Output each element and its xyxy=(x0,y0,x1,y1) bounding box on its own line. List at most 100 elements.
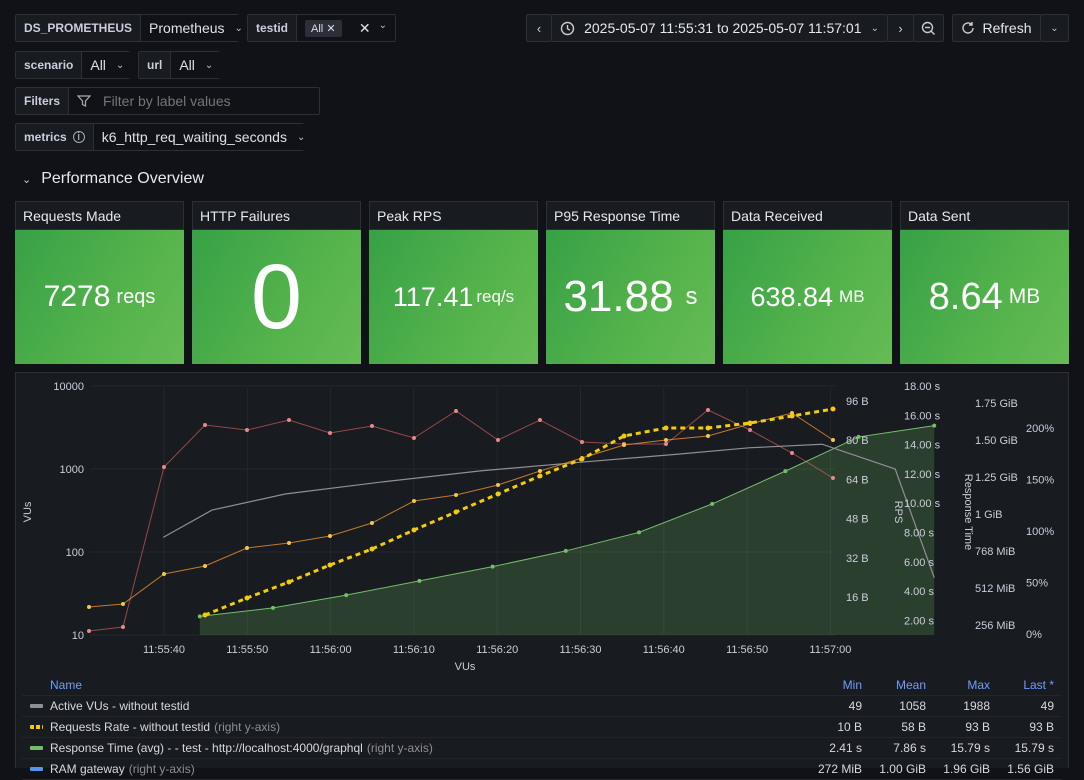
filter-input-wrap[interactable] xyxy=(69,88,319,114)
series-point xyxy=(287,541,291,545)
legend-max: 1988 xyxy=(963,698,990,713)
series-point xyxy=(454,493,458,497)
testid-variable[interactable]: testid All ✕ ✕ ⌄ xyxy=(247,14,396,42)
clear-icon[interactable]: ✕ xyxy=(358,19,371,36)
response-time-point xyxy=(197,614,202,619)
y-right-tick-label: 256 MiB xyxy=(975,620,1015,632)
chevron-down-icon: ⌄ xyxy=(870,22,879,34)
legend-row[interactable]: Requests Rate - without testid (right y-a… xyxy=(22,716,1062,738)
response-time-point xyxy=(563,548,568,553)
x-tick-label: 11:56:30 xyxy=(559,644,601,656)
series-point xyxy=(121,625,125,629)
metrics-select[interactable]: k6_http_req_waiting_seconds ⌄ xyxy=(93,124,314,150)
stat-panel-http-failures[interactable]: HTTP Failures 0 xyxy=(192,201,361,364)
requests-rate-point xyxy=(579,456,585,462)
series-point xyxy=(664,442,668,446)
row-header[interactable]: ⌄ Performance Overview xyxy=(22,170,204,188)
metrics-variable[interactable]: metrics i k6_http_req_waiting_seconds ⌄ xyxy=(15,123,314,151)
legend-col-last[interactable]: Last * xyxy=(1023,677,1054,692)
stat-panel-requests-made[interactable]: Requests Made 7278 reqs xyxy=(15,201,184,364)
chart-series xyxy=(87,406,937,635)
series-point xyxy=(706,434,710,438)
zoom-out-button[interactable] xyxy=(913,14,944,42)
y-right-tick-label: 10.00 s xyxy=(904,498,941,510)
series-point xyxy=(538,469,542,473)
stat-panel-data-received[interactable]: Data Received 638.84 MB xyxy=(723,201,892,364)
stat-panel-p95-response-time[interactable]: P95 Response Time 31.88 s xyxy=(546,201,715,364)
legend-col-name[interactable]: Name xyxy=(50,677,83,692)
chevron-down-icon: ⌄ xyxy=(1050,22,1059,34)
series-point xyxy=(580,440,584,444)
refresh-interval-picker[interactable]: ⌄ xyxy=(1040,14,1069,42)
timeseries-chart[interactable]: 10000 1000 100 10 11:55:40 11:55:50 11:56:00 11… xyxy=(0,372,1084,677)
y-right-tick-label: 12.00 s xyxy=(904,469,941,481)
chevron-down-icon: ⌄ xyxy=(234,22,243,34)
timeseries-panel[interactable] xyxy=(15,372,1069,768)
time-back-button[interactable]: ‹ xyxy=(526,14,552,42)
scenario-variable[interactable]: scenario All ⌄ xyxy=(15,51,133,79)
url-select[interactable]: All ⌄ xyxy=(171,52,222,78)
series-point xyxy=(748,428,752,432)
y-right-tick-label: 512 MiB xyxy=(975,583,1015,595)
legend-col-min[interactable]: Min xyxy=(842,677,862,692)
legend-row[interactable]: RAM gateway (right y-axis) 272 MiB 1.00 GiB… xyxy=(22,758,1062,780)
legend-name[interactable]: Requests Rate - without testid (right y-a… xyxy=(22,720,798,734)
variable-label: scenario xyxy=(16,52,83,78)
legend-label: Active VUs - without testid xyxy=(50,698,190,713)
legend-name[interactable]: Active VUs - without testid xyxy=(22,699,798,713)
chart-axes: 10000 1000 100 10 11:55:40 11:55:50 11:56:00 11… xyxy=(22,381,1054,673)
series-point xyxy=(706,408,710,412)
requests-rate-point xyxy=(495,491,501,497)
filter-input[interactable] xyxy=(101,92,306,110)
x-tick-label: 11:55:50 xyxy=(226,644,268,656)
legend-col-mean[interactable]: Mean xyxy=(895,677,926,692)
ds-prometheus-variable[interactable]: DS_PROMETHEUS Prometheus ⌄ xyxy=(15,14,251,42)
y-right-tick-label: 50% xyxy=(1026,578,1048,590)
y-right-tick-label: 14.00 s xyxy=(904,440,941,452)
testid-select[interactable]: All ✕ ✕ ⌄ xyxy=(297,15,395,41)
series-point xyxy=(412,499,416,503)
legend-swatch xyxy=(30,703,43,708)
stat-number: 0 xyxy=(250,245,303,348)
chip-label: All xyxy=(311,22,324,35)
stat-panel-data-sent[interactable]: Data Sent 8.64 MB xyxy=(900,201,1069,364)
legend-row[interactable]: Active VUs - without testid 49 1058 1988 49 xyxy=(22,695,1062,717)
requests-rate-point xyxy=(369,546,375,552)
response-time-point xyxy=(932,423,937,428)
y-right-tick-label: 100% xyxy=(1026,526,1054,538)
series-point xyxy=(664,438,668,442)
y-right-tick-label: 4.00 s xyxy=(904,586,934,598)
selected-chip[interactable]: All ✕ xyxy=(305,19,342,37)
legend-col-max[interactable]: Max xyxy=(967,677,990,692)
filters-variable[interactable]: Filters xyxy=(15,87,320,115)
response-time-point xyxy=(637,530,641,535)
response-time-point xyxy=(271,605,275,610)
y-right-tick-label: 1.75 GiB xyxy=(975,398,1018,410)
legend-row[interactable]: Response Time (avg) - - test - http://lo… xyxy=(22,737,1062,759)
y-right-tick-label: 32 B xyxy=(846,553,869,565)
variable-label-wrap: metrics i xyxy=(16,124,94,150)
refresh-button[interactable]: Refresh xyxy=(952,14,1041,42)
time-range-picker[interactable]: 2025-05-07 11:55:31 to 2025-05-07 11:57:… xyxy=(551,14,888,42)
stat-number: 117.41 xyxy=(392,281,474,312)
time-forward-button[interactable]: › xyxy=(887,14,914,42)
y-right-tick-label: 16 B xyxy=(846,592,869,604)
stat-panel-peak-rps[interactable]: Peak RPS 117.41 req/s xyxy=(369,201,538,364)
scenario-select[interactable]: All ⌄ xyxy=(82,52,133,78)
stat-unit: s xyxy=(685,283,698,310)
info-icon[interactable]: i xyxy=(72,131,85,143)
stat-number: 7278 xyxy=(43,280,111,313)
requests-rate-point xyxy=(244,595,250,601)
url-variable[interactable]: url All ⌄ xyxy=(138,51,222,79)
y-right-tick-label: 18.00 s xyxy=(904,381,941,393)
refresh-label: Refresh xyxy=(982,20,1032,36)
series-point xyxy=(370,424,374,428)
ds-select[interactable]: Prometheus ⌄ xyxy=(141,15,251,41)
response-time-point xyxy=(417,578,422,583)
legend-name[interactable]: Response Time (avg) - - test - http://lo… xyxy=(22,741,798,755)
requests-rate-point xyxy=(747,420,753,426)
remove-chip-icon[interactable]: ✕ xyxy=(326,22,336,35)
legend-name[interactable]: RAM gateway (right y-axis) xyxy=(22,762,798,776)
refresh-icon xyxy=(962,22,975,34)
panel-title: HTTP Failures xyxy=(192,201,361,230)
